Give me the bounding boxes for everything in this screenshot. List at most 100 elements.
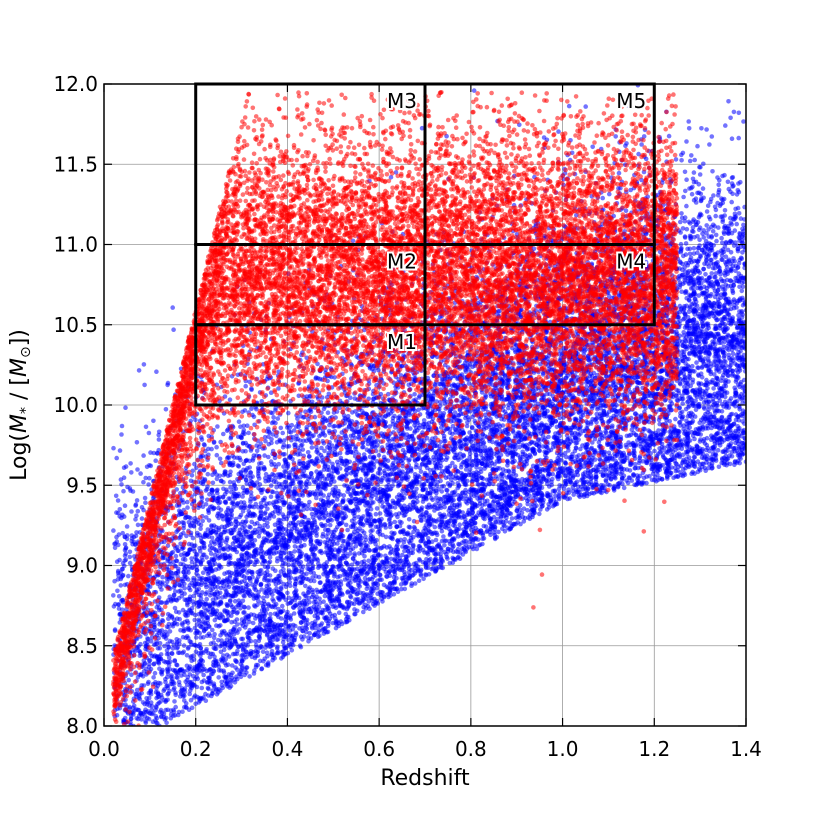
- data-point: [686, 219, 692, 225]
- data-point: [709, 134, 715, 139]
- data-point: [325, 410, 331, 416]
- data-point: [420, 499, 426, 504]
- data-point: [299, 442, 305, 448]
- data-point: [636, 151, 641, 157]
- data-point: [127, 554, 133, 560]
- data-point: [176, 589, 182, 594]
- data-point: [710, 229, 716, 234]
- data-point: [684, 226, 690, 232]
- data-point: [199, 685, 205, 691]
- data-point: [327, 422, 332, 428]
- data-point: [246, 605, 251, 610]
- data-point: [729, 199, 734, 205]
- data-point: [286, 568, 292, 573]
- data-point: [192, 617, 197, 623]
- data-point: [115, 498, 121, 503]
- data-point: [373, 511, 379, 517]
- data-point: [121, 488, 126, 494]
- data-point: [697, 420, 702, 426]
- data-point: [704, 127, 709, 132]
- data-point: [704, 223, 709, 228]
- data-point: [217, 456, 223, 462]
- data-point: [129, 470, 134, 475]
- data-point: [171, 327, 176, 333]
- data-point: [146, 430, 152, 436]
- data-point: [309, 399, 315, 405]
- data-point: [731, 109, 737, 115]
- data-point: [374, 506, 380, 511]
- data-point: [150, 719, 156, 724]
- data-point: [318, 497, 324, 502]
- data-point: [151, 675, 156, 680]
- data-point: [185, 505, 190, 510]
- data-point: [678, 219, 683, 225]
- data-point: [122, 558, 127, 563]
- data-point: [271, 415, 276, 420]
- data-point: [438, 478, 443, 484]
- data-point: [432, 524, 438, 530]
- data-point: [325, 518, 331, 523]
- data-point: [537, 511, 542, 517]
- data-point: [682, 169, 688, 175]
- data-point: [390, 483, 395, 489]
- data-point: [285, 609, 290, 615]
- data-point: [336, 610, 342, 615]
- data-points: [110, 84, 746, 726]
- data-point: [377, 511, 383, 516]
- data-point: [712, 275, 717, 280]
- data-point: [204, 596, 209, 602]
- data-point: [729, 136, 735, 141]
- data-point: [116, 594, 122, 599]
- data-point: [318, 580, 323, 585]
- data-point: [624, 433, 630, 439]
- data-point: [160, 574, 165, 580]
- data-point: [714, 238, 719, 244]
- data-point: [193, 635, 199, 640]
- data-point: [406, 517, 412, 522]
- data-point: [566, 103, 572, 109]
- data-point: [268, 611, 273, 617]
- data-point: [447, 532, 453, 538]
- data-point: [475, 481, 481, 487]
- data-point: [441, 534, 446, 539]
- data-point: [716, 225, 721, 230]
- data-point: [242, 605, 247, 610]
- data-point: [600, 195, 605, 201]
- data-point: [172, 605, 178, 611]
- data-point: [124, 524, 130, 529]
- data-point: [268, 494, 274, 500]
- data-point: [628, 187, 633, 193]
- data-point: [444, 487, 449, 493]
- data-point: [127, 560, 133, 566]
- data-point: [444, 455, 450, 460]
- data-point: [155, 721, 160, 726]
- data-point: [113, 493, 119, 499]
- data-point: [556, 129, 561, 134]
- data-point: [128, 461, 133, 466]
- data-point: [738, 179, 743, 185]
- data-point: [684, 177, 689, 182]
- data-point: [127, 549, 133, 555]
- data-point: [250, 620, 256, 626]
- data-point: [699, 126, 704, 131]
- data-point: [736, 135, 741, 141]
- data-point: [131, 703, 137, 708]
- data-point: [215, 424, 220, 429]
- data-point: [564, 454, 569, 460]
- data-point: [722, 208, 728, 213]
- data-point: [221, 431, 226, 437]
- data-point: [498, 514, 504, 520]
- data-point: [246, 430, 251, 436]
- data-point: [126, 677, 131, 683]
- data-point: [258, 508, 264, 514]
- data-point: [722, 172, 727, 178]
- data-point: [227, 598, 233, 604]
- data-point: [218, 478, 224, 484]
- data-point: [247, 674, 252, 679]
- data-point: [442, 543, 447, 548]
- data-point: [729, 230, 735, 236]
- data-point: [134, 498, 140, 503]
- data-point: [686, 119, 691, 124]
- data-point: [135, 467, 140, 472]
